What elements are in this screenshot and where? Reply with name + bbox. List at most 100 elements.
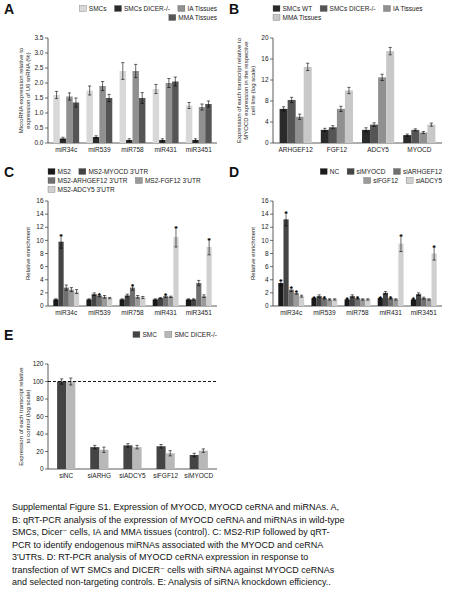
y-tick-label: 8 xyxy=(265,97,269,104)
bar xyxy=(321,130,329,143)
caption-line: and selected non-targeting controls. E: … xyxy=(12,577,331,587)
legend-label: MMA Tissues xyxy=(283,14,322,21)
y-axis-label-line: cell line (log scale) xyxy=(250,66,256,115)
y-tick-label: 14 xyxy=(261,210,269,217)
y-tick-label: 0 xyxy=(265,139,269,146)
y-tick xyxy=(270,122,273,123)
panel-title: D xyxy=(229,164,239,180)
bar xyxy=(205,104,211,143)
panel-title: A xyxy=(4,1,14,17)
y-tick-label: 0.5 xyxy=(34,124,43,131)
y-axis xyxy=(48,364,49,469)
error-bar xyxy=(389,47,392,54)
error-bar xyxy=(141,93,144,104)
legend-swatch xyxy=(48,178,55,184)
legend-label: IA Tissues xyxy=(187,5,217,12)
error-bar xyxy=(154,85,157,94)
error-bar xyxy=(361,299,364,300)
error-bar xyxy=(193,453,196,457)
x-tick-label: miR3451 xyxy=(186,146,212,153)
bar xyxy=(57,382,66,470)
y-tick-label: 10 xyxy=(36,237,44,244)
y-tick xyxy=(45,292,48,293)
y-tick-label: 6 xyxy=(265,263,269,270)
bar xyxy=(398,244,403,306)
error-bar xyxy=(194,139,197,141)
legend-swatch xyxy=(79,6,86,12)
bar xyxy=(419,133,427,144)
y-axis-label-line: Relative enrichment xyxy=(25,227,31,280)
y-tick xyxy=(45,416,48,417)
legend: SMCSMC DICER-/- xyxy=(133,331,217,338)
y-tick xyxy=(45,399,48,400)
y-tick xyxy=(270,306,273,307)
legend-swatch xyxy=(320,169,327,175)
error-bar xyxy=(135,445,138,449)
y-axis xyxy=(48,38,49,143)
y-tick-label: 12 xyxy=(261,223,269,230)
star: * xyxy=(356,294,360,303)
panel: CMS2MS2-MYOCD 3'UTRMS2-ARHGEF12 3'UTRMS2… xyxy=(4,164,217,316)
legend-label: SMCs WT xyxy=(283,5,313,12)
bar xyxy=(327,299,332,306)
bar xyxy=(416,294,421,306)
y-tick-label: 12 xyxy=(261,76,269,83)
bar xyxy=(345,91,353,144)
error-bar xyxy=(159,297,162,298)
reference-line xyxy=(48,381,217,382)
x-tick-label: ARHGEF12 xyxy=(279,146,314,153)
legend-entry: siFGF12 xyxy=(364,177,399,184)
y-tick xyxy=(270,240,273,241)
error-bar xyxy=(136,296,139,299)
legend-entry: MS2 xyxy=(48,168,71,175)
bar xyxy=(329,127,337,143)
bar xyxy=(173,237,178,306)
legend-entry: MMA Tissues xyxy=(169,14,218,21)
bar xyxy=(157,446,166,469)
bar xyxy=(283,219,288,306)
star: * xyxy=(346,295,350,304)
y-axis xyxy=(273,201,274,306)
star: * xyxy=(290,284,294,293)
bar xyxy=(153,89,159,143)
bar xyxy=(196,283,201,306)
error-bar xyxy=(422,131,425,133)
y-tick xyxy=(45,266,48,267)
y-tick xyxy=(270,80,273,81)
error-bar xyxy=(366,299,369,300)
error-bar xyxy=(161,139,164,141)
bar xyxy=(360,299,365,306)
y-tick xyxy=(270,201,273,202)
legend-entry: SMC DICER-/- xyxy=(165,331,217,338)
annotations: ************* xyxy=(279,209,436,304)
error-bar xyxy=(192,299,195,300)
error-bar xyxy=(300,295,303,297)
error-bar xyxy=(333,299,336,300)
y-tick-label: 6 xyxy=(40,263,44,270)
y-axis-label-line: Expression of each transcript relative t… xyxy=(236,37,242,143)
y-tick-label: 20 xyxy=(261,34,269,41)
y-tick-label: 100 xyxy=(33,378,44,385)
legend-swatch xyxy=(115,6,122,12)
legend-label: siFGF12 xyxy=(373,177,398,184)
x-tick-label: siARHG xyxy=(88,472,111,479)
y-tick-label: 4 xyxy=(40,276,44,283)
error-bar xyxy=(331,126,334,129)
bar xyxy=(133,447,142,469)
star: * xyxy=(284,209,288,218)
error-bar xyxy=(95,136,98,138)
caption-line: transfection of WT SMCs and DICER⁻ cells… xyxy=(12,565,335,575)
y-tick xyxy=(45,227,48,228)
error-bar xyxy=(339,106,342,111)
plot-area xyxy=(53,227,211,306)
legend-label: IA Tissues xyxy=(393,5,423,12)
legend-swatch xyxy=(273,6,280,12)
star: * xyxy=(164,291,168,300)
bar xyxy=(73,103,79,144)
y-tick xyxy=(45,53,48,54)
error-bar xyxy=(121,63,124,80)
bar xyxy=(166,83,172,143)
error-bar xyxy=(306,63,309,70)
legend-label: SMCs DICER-/- xyxy=(330,5,376,12)
caption-line: B: qRT-PCR analysis of the expression of… xyxy=(12,515,344,525)
